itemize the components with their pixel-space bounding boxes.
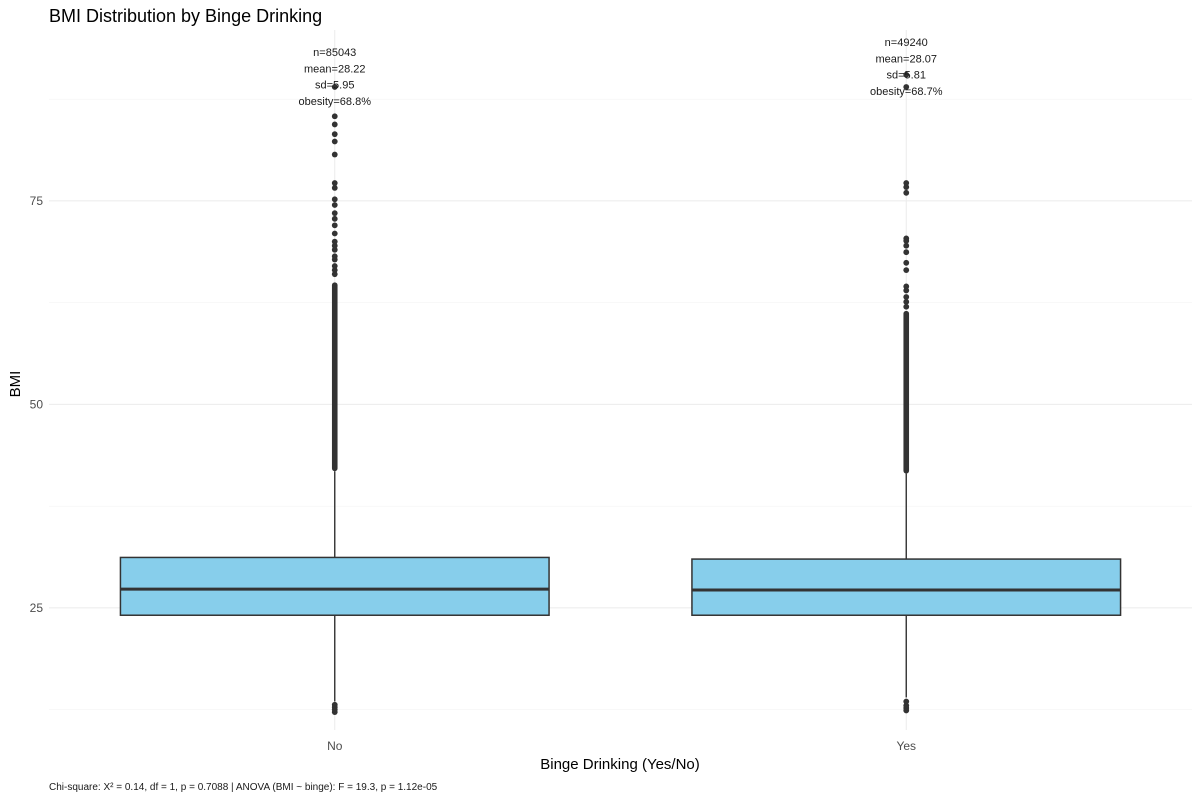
outlier-point <box>903 84 910 90</box>
outlier-point <box>903 287 910 294</box>
outlier-point <box>903 267 910 274</box>
outlier-point <box>331 271 338 278</box>
y-axis-title: BMI <box>7 371 24 398</box>
stat-annotation: n=85043 <box>313 47 356 59</box>
outlier-point <box>331 230 338 237</box>
axis-ticks: 25 50 75 No Yes <box>30 194 916 753</box>
stat-annotation: mean=28.22 <box>304 63 365 75</box>
outlier-point <box>331 84 338 90</box>
stat-annotation: obesity=68.7% <box>870 86 943 98</box>
outlier-dense-cluster <box>331 282 338 472</box>
outlier-point <box>903 294 910 300</box>
outlier-point <box>903 242 910 249</box>
y-tick-label: 25 <box>30 601 44 615</box>
outlier-point <box>331 131 338 138</box>
outlier-point <box>331 121 338 128</box>
outlier-point <box>331 138 338 145</box>
outlier-point <box>903 249 910 256</box>
stat-annotation: sd=5.95 <box>315 80 354 92</box>
y-tick-label: 50 <box>30 397 44 411</box>
box-group-yes: n=49240 mean=28.07 sd=5.81 obesity=68.7% <box>691 37 1122 714</box>
x-tick-label: No <box>327 739 343 753</box>
plot-area: n=85043 mean=28.22 sd=5.95 obesity=68.8% n=4… <box>119 37 1122 715</box>
outlier-point <box>331 242 338 249</box>
chart-caption: Chi-square: X² = 0.14, df = 1, p = 0.708… <box>49 782 438 793</box>
outlier-point <box>331 222 338 229</box>
outlier-point <box>331 246 338 253</box>
outlier-point <box>903 698 910 705</box>
outlier-point <box>331 151 338 158</box>
outlier-point <box>331 113 338 120</box>
outlier-point <box>331 267 338 274</box>
outlier-point <box>331 701 338 708</box>
iqr-box <box>691 558 1122 616</box>
outlier-point <box>903 259 910 266</box>
outlier-point <box>903 298 910 305</box>
outlier-point <box>903 702 910 709</box>
iqr-box <box>119 556 550 616</box>
stat-annotation: sd=5.81 <box>887 70 926 82</box>
box-group-no: n=85043 mean=28.22 sd=5.95 obesity=68.8% <box>119 47 550 715</box>
outlier-point <box>903 235 910 242</box>
x-tick-label: Yes <box>896 739 916 753</box>
stat-annotation: n=49240 <box>885 37 928 49</box>
outlier-point <box>903 303 910 310</box>
outlier-point <box>331 196 338 203</box>
outlier-point <box>331 263 338 269</box>
outlier-point <box>331 185 338 191</box>
y-tick-label: 75 <box>30 194 44 208</box>
outlier-point <box>331 215 338 222</box>
outlier-point <box>331 253 338 260</box>
outlier-point <box>903 180 910 186</box>
outlier-dense-cluster <box>903 310 910 474</box>
outlier-point <box>903 71 910 78</box>
outlier-point <box>903 283 910 290</box>
outlier-point <box>903 189 910 196</box>
outlier-point <box>903 184 910 190</box>
grid-lines <box>49 30 1192 730</box>
outlier-point <box>331 238 338 245</box>
stat-annotation: obesity=68.8% <box>299 96 372 108</box>
chart-title: BMI Distribution by Binge Drinking <box>49 6 322 26</box>
stat-annotation: mean=28.07 <box>876 53 937 65</box>
outlier-point <box>331 202 338 208</box>
outlier-point <box>331 180 338 186</box>
outlier-point <box>331 210 338 217</box>
x-axis-title: Binge Drinking (Yes/No) <box>540 756 700 773</box>
